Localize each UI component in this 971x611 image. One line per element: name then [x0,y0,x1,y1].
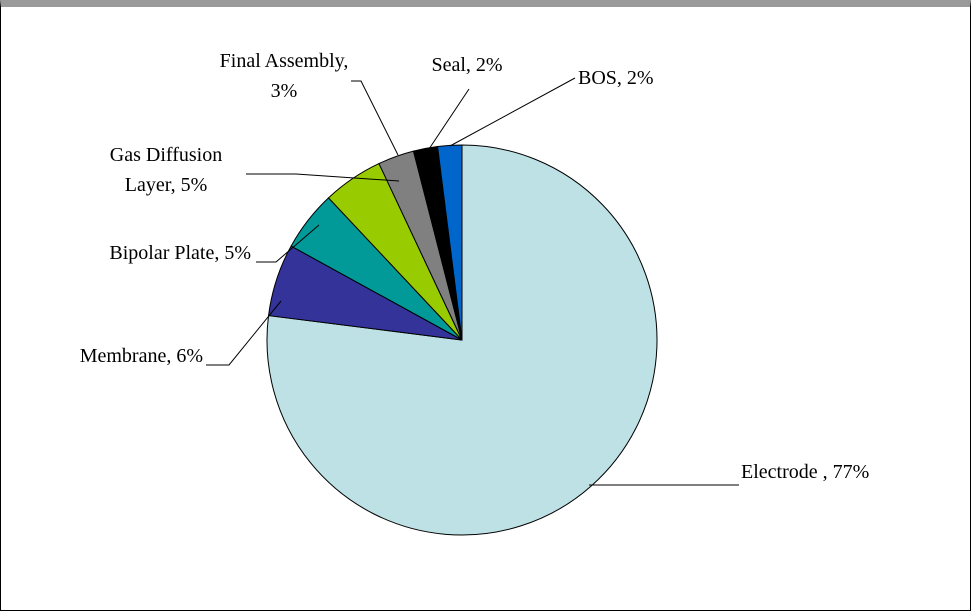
leader-line-bipolar-plate [256,224,320,263]
data-label-gas-diffusion-layer: Gas Diffusion Layer, 5% [110,144,222,196]
data-label-electrode: Electrode , 77% [741,461,869,483]
data-label-membrane: Membrane, 6% [80,345,203,367]
leader-lines [206,77,739,486]
leader-line-final-assembly [351,80,399,156]
data-label-bos: BOS, 2% [578,67,654,89]
leader-line-membrane [206,300,282,366]
data-label-bipolar-plate: Bipolar Plate, 5% [109,242,251,264]
pie-chart: Electrode , 77% Membrane, 6% Bipolar Plate… [80,50,870,536]
data-label-final-assembly: Final Assembly, 3% [220,50,349,102]
data-labels: Electrode , 77% Membrane, 6% Bipolar Plate… [80,50,870,483]
pie-slices [266,144,658,536]
leader-line-seal [428,88,470,150]
leader-line-bos [449,77,576,147]
leader-line-gas-diffusion-layer [246,173,400,182]
pie-slice-bos [437,144,463,341]
data-label-seal: Seal, 2% [431,54,502,76]
pie-slice-electrode [266,144,658,536]
